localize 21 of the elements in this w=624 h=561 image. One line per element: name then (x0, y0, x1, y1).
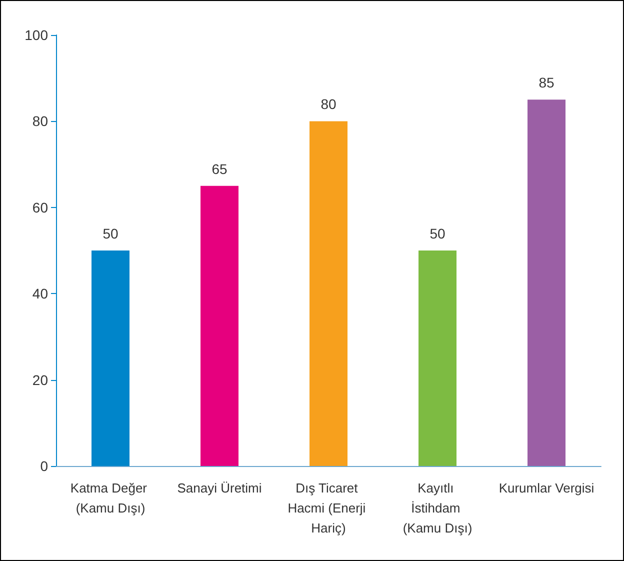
bar (310, 121, 348, 466)
data-label: 85 (538, 74, 554, 91)
x-tick-label: Kayıtlı İstihdam (Kamu Dışı) (402, 480, 472, 536)
bar (92, 250, 130, 466)
y-tick-label: 100 (24, 27, 48, 43)
data-label: 65 (212, 160, 228, 177)
bar (528, 100, 566, 466)
y-tick-label: 60 (32, 199, 48, 216)
data-label: 50 (102, 226, 118, 242)
y-tick-label: 20 (32, 372, 48, 388)
y-tick-label: 0 (40, 458, 48, 474)
bar (200, 186, 238, 466)
data-label: 50 (430, 226, 446, 242)
y-tick-label: 80 (32, 113, 48, 130)
x-tick-label: Katma Değer (Kamu Dışı) (70, 480, 151, 516)
x-tick-label: Sanayi Üretimi (177, 480, 262, 496)
y-tick-label: 40 (32, 286, 48, 302)
bar (418, 250, 456, 466)
x-tick-label: Dış Ticaret Hacmi (Enerji Hariç) (288, 480, 370, 536)
data-label: 80 (320, 96, 336, 112)
x-tick-label: Kurumlar Vergisi (498, 480, 594, 496)
